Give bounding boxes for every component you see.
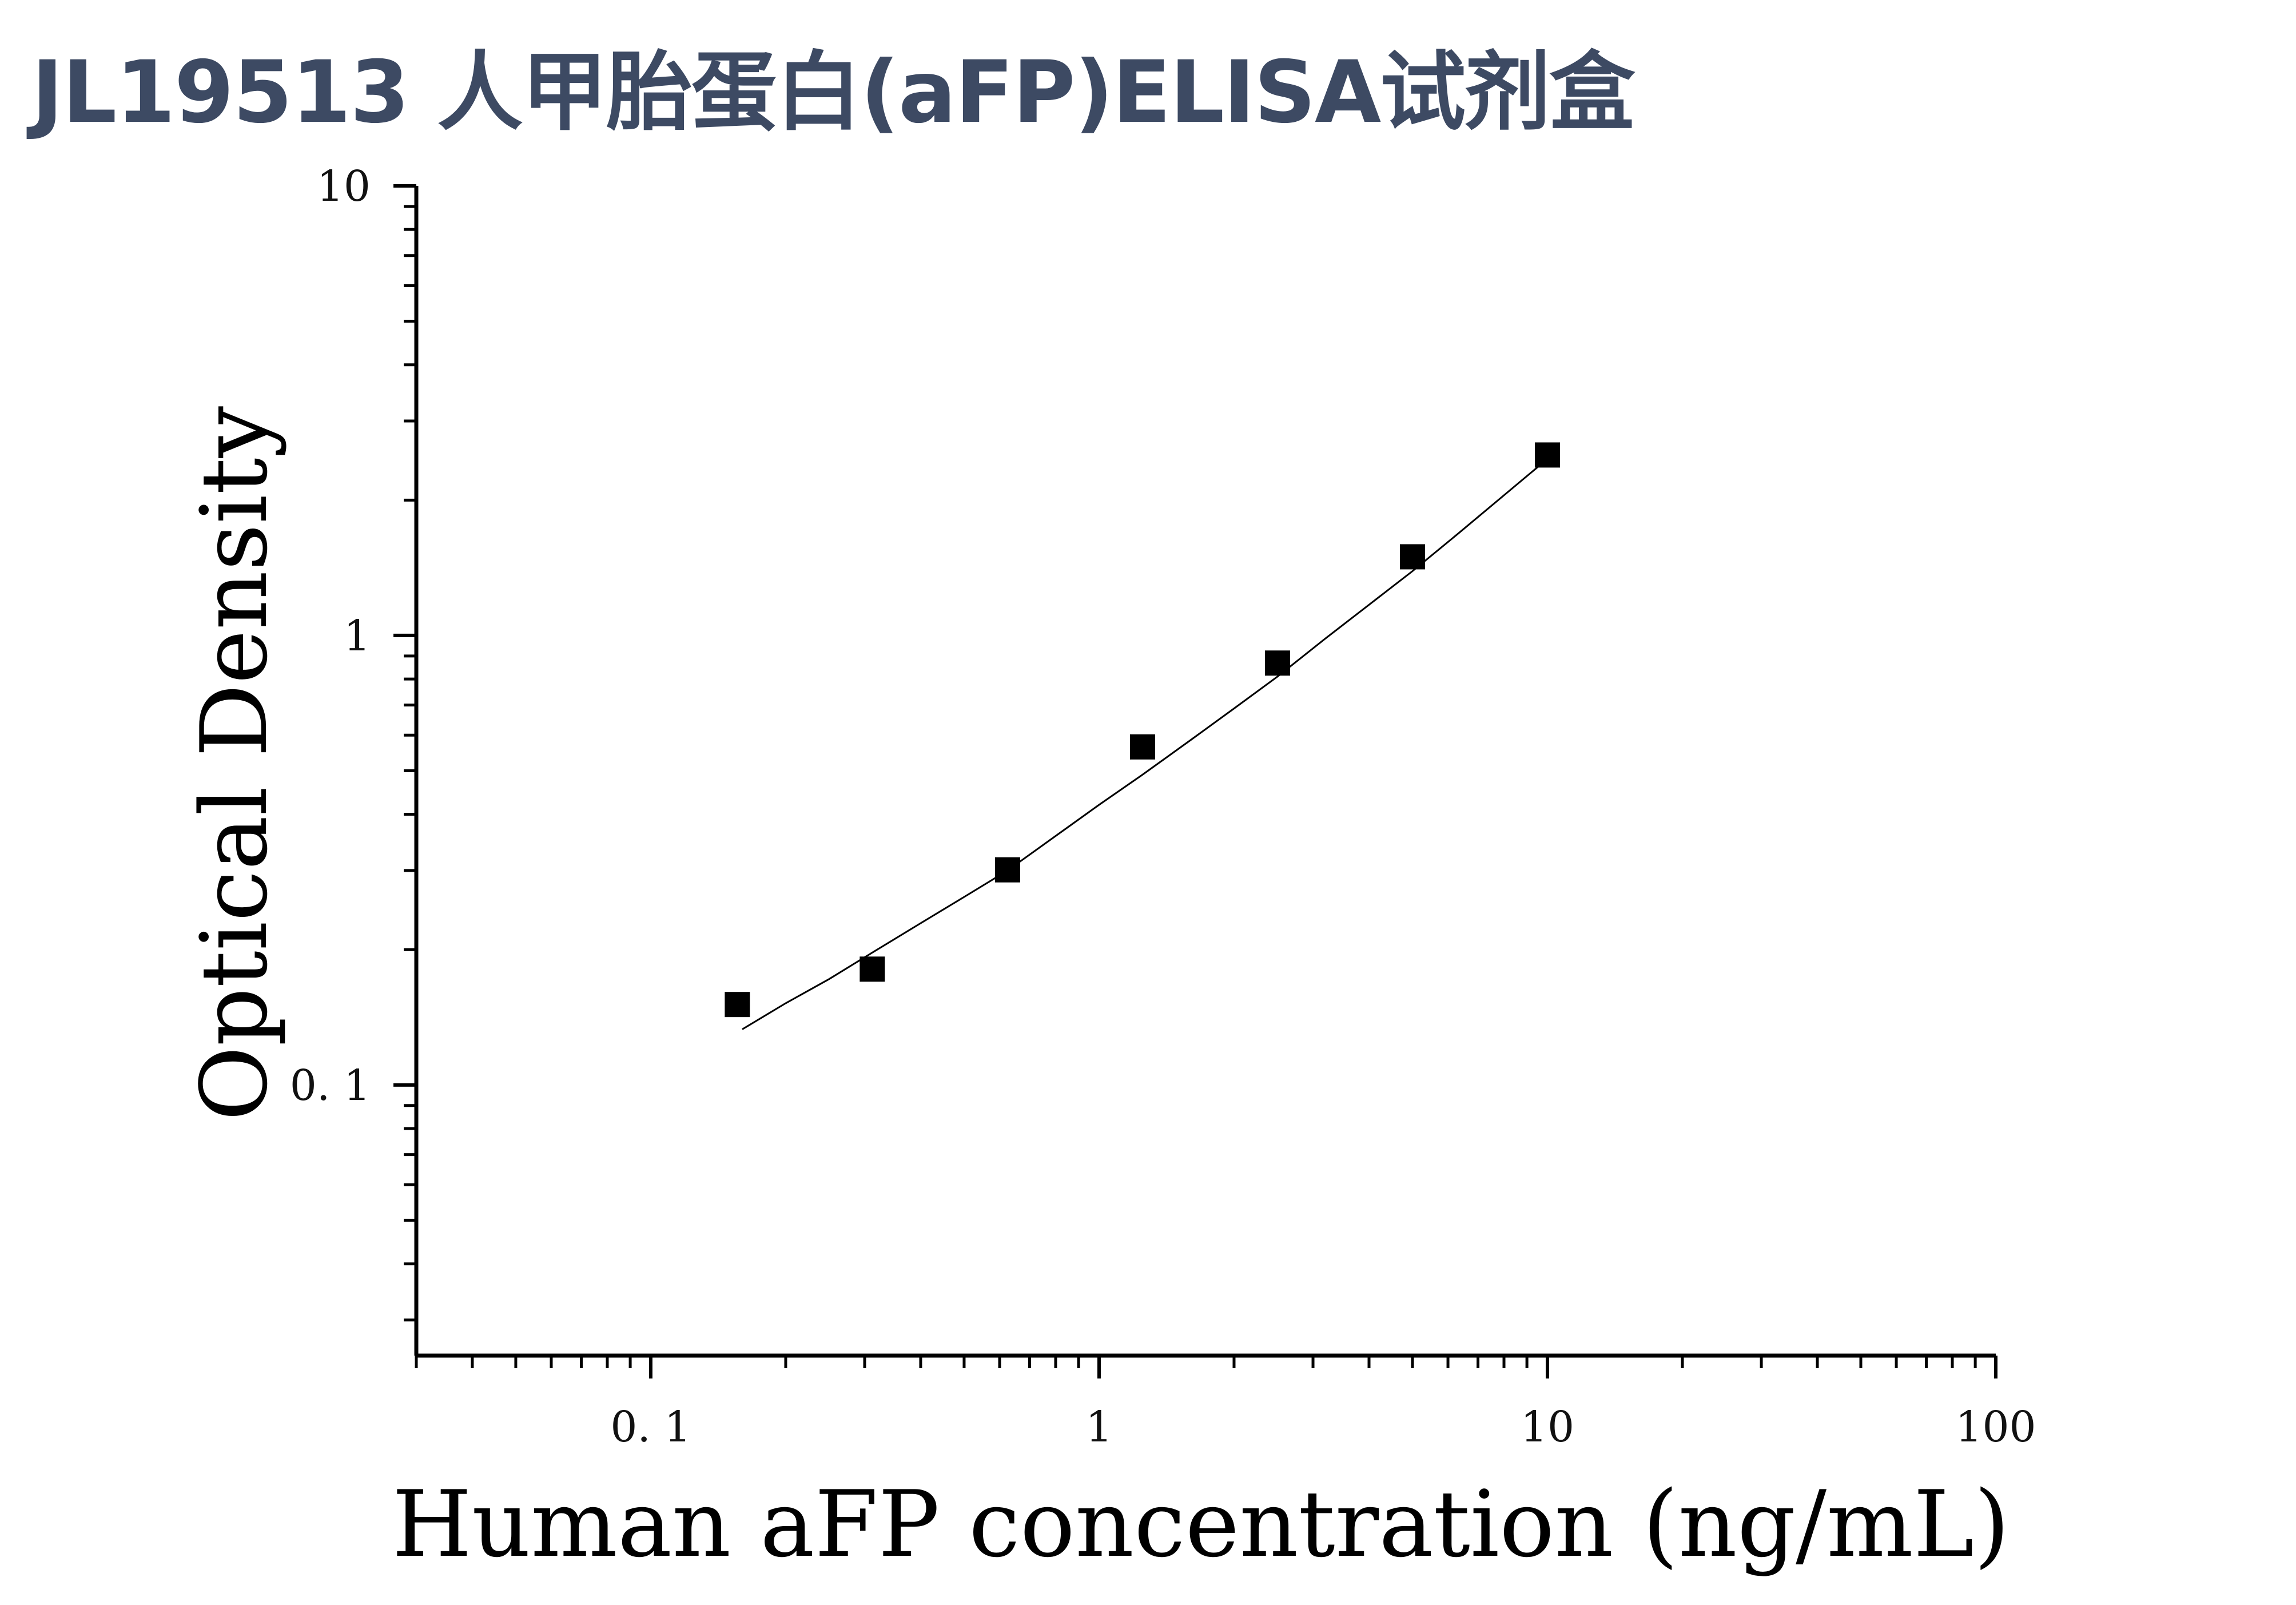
y-tick-label: 0. 1	[290, 1061, 371, 1110]
data-point	[1264, 650, 1290, 676]
fit-curve	[742, 458, 1548, 1030]
x-tick-label: 1	[1085, 1403, 1112, 1452]
y-axis-label: Optical Density	[181, 406, 288, 1121]
data-point	[1129, 734, 1155, 760]
data-point	[859, 956, 885, 982]
data-point	[994, 857, 1020, 883]
y-tick-label: 10	[317, 162, 371, 211]
x-tick-label: 10	[1521, 1403, 1574, 1452]
data-point	[1534, 442, 1560, 468]
x-tick-label: 0. 1	[610, 1403, 691, 1452]
axes: 0. 1 1 10 100 0. 1 1 10	[290, 162, 2036, 1452]
x-axis-label: Human aFP concentration (ng/mL)	[392, 1471, 2010, 1578]
data-point	[1399, 544, 1425, 570]
chart-title: JL19513 人甲胎蛋白(aFP)ELISA试剂盒	[31, 43, 1635, 142]
y-tick-label: 1	[344, 611, 371, 661]
fit-curve-group	[742, 458, 1548, 1030]
data-points	[725, 442, 1560, 1018]
x-tick-label: 100	[1955, 1403, 2036, 1452]
data-point	[725, 992, 750, 1018]
